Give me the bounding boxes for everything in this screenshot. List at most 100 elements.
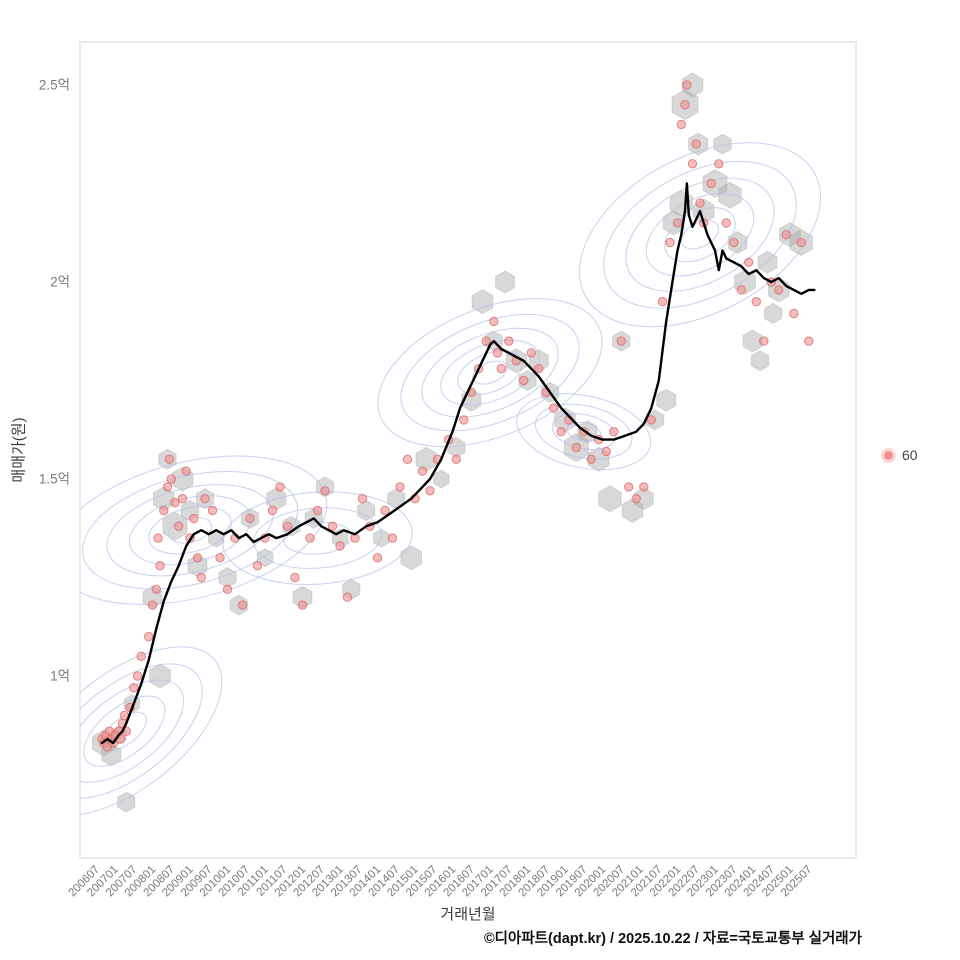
transaction-point [144,631,154,642]
y-axis-label: 매매가(원) [10,417,28,483]
transaction-point [804,336,814,346]
transaction-point [170,497,180,508]
legend-marker-dot [884,450,893,460]
transaction-point [153,533,163,543]
trend-line [100,182,816,745]
hexbin-cell [433,469,450,489]
plot-panel [79,41,857,859]
transaction-point [665,237,675,248]
transaction-point [380,505,390,516]
transaction-point [459,415,469,425]
transaction-point [729,237,739,248]
transaction-point [129,683,139,693]
transaction-point [657,297,668,307]
density-contour-ring [516,393,652,471]
transaction-point [402,454,413,464]
legend-item-label: 60 [902,447,918,463]
transaction-point [312,505,323,516]
hexbin-cell [718,181,742,209]
transaction-point [680,100,690,110]
transaction-point [155,561,165,571]
transaction-point [237,600,248,610]
hexbin-cell [357,499,376,522]
transaction-point [519,375,529,386]
density-contour-ring [167,516,213,544]
transaction-point [196,572,207,583]
transaction-point [796,237,806,248]
transaction-point [616,336,626,346]
transaction-point [147,600,158,610]
transaction-point [290,572,300,583]
transaction-point [744,257,754,267]
transaction-point [736,285,746,295]
transaction-point [609,427,619,437]
legend: 60 [884,447,918,463]
transaction-point [305,533,315,543]
y-tick-label: 2억 [50,275,70,290]
density-contour-ring [148,506,232,555]
transaction-point [164,454,175,464]
transaction-point [372,553,383,563]
transaction-point [751,297,761,307]
hexbin-cell [750,350,770,372]
transaction-point [631,494,641,504]
transaction-point [492,348,503,358]
transaction-point [549,403,559,413]
transaction-point [646,415,656,425]
y-axis-ticks: 1억 1.5억 2억 2.5억 [39,78,70,684]
transaction-point [335,541,345,551]
hexbin-cell [292,585,313,609]
transaction-point [639,482,649,492]
transaction-point [151,584,162,594]
transaction-point [624,482,634,492]
density-contour-ring [645,193,755,277]
hexbin-cell [495,270,515,294]
density-contour-ring [80,646,223,816]
hexbin-cell [764,302,783,325]
transaction-point [691,139,701,149]
transaction-point [417,466,428,476]
density-contour-ring [83,695,166,767]
transaction-point [687,159,698,169]
transaction-point [297,600,308,610]
transaction-point [192,553,203,563]
transaction-point [387,533,398,543]
x-axis-ticks: 2006072007012007072008012008072009012009… [67,864,815,900]
hexbin-cell [598,485,622,513]
transaction-point [672,218,683,228]
transaction-point [534,364,544,374]
transaction-point [189,513,199,524]
transaction-point [181,466,191,476]
transaction-point [789,308,799,319]
transaction-point [774,285,784,295]
transaction-point [481,336,491,346]
transaction-point [132,671,143,681]
transaction-point [320,486,330,496]
transaction-point [489,316,499,327]
source-caption: ©디아파트(dapt.kr) / 2025.10.22 / 자료=국토교통부 실… [483,931,862,947]
hexbin-cell [681,72,704,98]
transaction-point [395,482,405,492]
density-contour-ring [80,679,185,783]
density-contour-ring [400,313,580,432]
transaction-point [706,178,716,189]
density-contour-ring [222,491,413,585]
transaction-point [714,159,724,169]
transaction-point [571,442,581,453]
y-tick-label: 1억 [50,669,70,684]
transaction-point [245,513,255,524]
transaction-point [162,482,173,492]
transaction-point [556,427,566,437]
transaction-point [136,651,146,661]
transaction-point [601,446,611,457]
transaction-point [695,198,705,208]
hexbin-cell [471,289,494,315]
transaction-point [177,494,188,504]
transaction-point [682,80,692,90]
transaction-point [451,454,461,464]
density-contour-ring [535,403,633,460]
hexbin-cell [656,388,677,412]
trend-layer [100,182,816,745]
transaction-point [586,454,596,464]
